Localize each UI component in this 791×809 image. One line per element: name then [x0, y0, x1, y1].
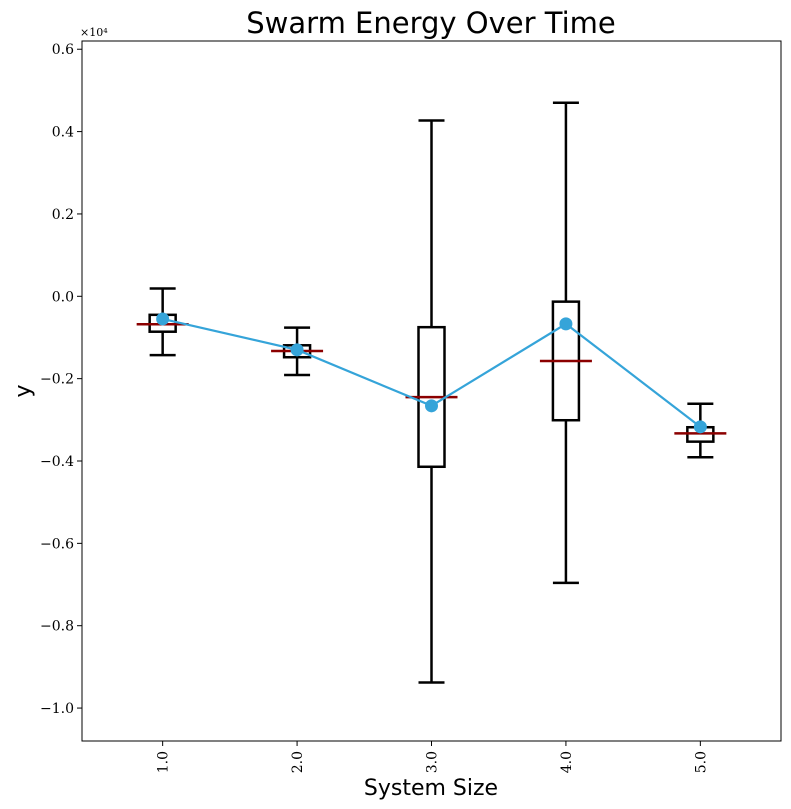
means-layer [156, 312, 707, 434]
y-axis: −1.0 −0.8 −0.6 −0.4 −0.2 0.0 0.2 0.4 0.6 [40, 42, 82, 717]
y-tick-label: −1.0 [40, 701, 74, 717]
y-tick-label: 0.0 [52, 289, 74, 305]
y-tick-label: −0.2 [40, 372, 74, 388]
y-offset-label: ×10⁴ [80, 26, 108, 39]
y-tick-label: 0.6 [52, 42, 74, 58]
mean-point [156, 312, 170, 326]
box-group [405, 119, 458, 684]
x-tick-label: 4.0 [559, 751, 575, 773]
mean-point [290, 343, 304, 357]
x-tick-label: 2.0 [290, 751, 306, 773]
y-tick-label: −0.6 [40, 536, 74, 552]
y-tick-label: 0.2 [52, 207, 74, 223]
x-tick-label: 3.0 [425, 751, 441, 773]
x-tick-label: 1.0 [156, 751, 172, 773]
chart-title: Swarm Energy Over Time [246, 6, 615, 40]
mean-point [559, 317, 573, 331]
boxes-layer [136, 101, 727, 684]
y-axis-label: y [11, 384, 36, 397]
y-tick-label: −0.4 [40, 454, 74, 470]
plot-area [81, 40, 782, 742]
box-group [539, 101, 592, 585]
x-axis-label: System Size [364, 776, 498, 801]
mean-point [693, 420, 707, 434]
y-tick-label: −0.8 [40, 619, 74, 635]
mean-point [425, 399, 438, 413]
x-axis: 1.0 2.0 3.0 4.0 5.0 [156, 741, 709, 773]
y-tick-label: 0.4 [52, 125, 74, 141]
x-tick-label: 5.0 [693, 751, 709, 773]
box-group [674, 402, 727, 459]
